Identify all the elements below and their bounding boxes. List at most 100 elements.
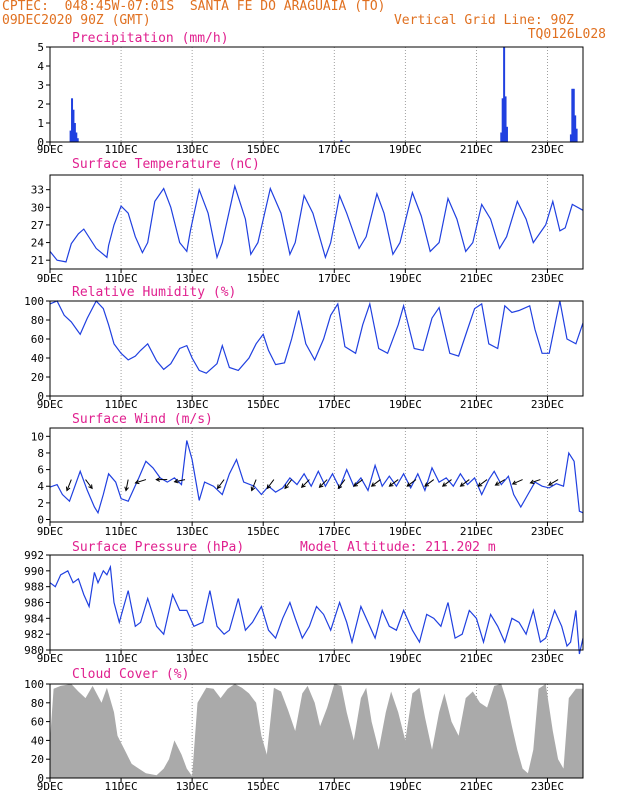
wind-x-tick-label: 21DEC: [460, 525, 493, 538]
wind-vector-head: [459, 482, 465, 487]
pres-x-tick-label: 13DEC: [176, 652, 209, 665]
precip-x-tick-label: 11DEC: [105, 143, 138, 156]
wind-vector: [460, 479, 470, 487]
temp-x-tick-label: 13DEC: [176, 272, 209, 285]
wind-vector-head: [134, 479, 140, 485]
wind-vector: [135, 479, 147, 484]
precip-bar: [69, 130, 72, 142]
wind-vector-head: [266, 484, 272, 490]
wind-vector: [337, 479, 346, 489]
cloud-x-tick-label: 15DEC: [247, 780, 280, 793]
pres-y-tick-label: 990: [24, 565, 44, 578]
temp-line: [49, 183, 584, 263]
rh-y-tick-label: 100: [24, 295, 44, 308]
wind-vector-head: [441, 482, 447, 487]
wind-vector: [85, 479, 93, 489]
precip-panel: [46, 46, 584, 146]
pres-y-tick-label: 984: [24, 612, 44, 625]
rh-x-tick-label: 23DEC: [531, 398, 564, 411]
rh-y-tick-label: 0: [37, 390, 44, 403]
cloud-y-tick-label: 20: [31, 753, 44, 766]
wind-x-tick-label: 23DEC: [531, 525, 564, 538]
pres-y-tick-label: 986: [24, 597, 44, 610]
wind-x-tick-label: 15DEC: [247, 525, 280, 538]
pres-frame: [49, 554, 584, 651]
precip-bar: [572, 88, 575, 142]
wind-vector: [319, 479, 328, 488]
pres-y-tick-label: 988: [24, 581, 44, 594]
pres-panel: [46, 554, 584, 655]
wind-x-tick-label: 17DEC: [318, 525, 351, 538]
temp-x-tick-label: 11DEC: [105, 272, 138, 285]
pres-y-tick-label: 980: [24, 644, 44, 657]
wind-vector: [174, 479, 186, 483]
header-date: 09DEC2020 90Z (GMT): [2, 13, 151, 28]
rh-y-tick-label: 80: [31, 314, 44, 327]
precip-bar: [503, 47, 506, 142]
precip-x-tick-label: 15DEC: [247, 143, 280, 156]
cloud-x-tick-label: 13DEC: [176, 780, 209, 793]
wind-vector-head: [406, 482, 412, 487]
precip-x-tick-label: 13DEC: [176, 143, 209, 156]
cloud-y-tick-label: 60: [31, 716, 44, 729]
precip-bar: [505, 126, 508, 142]
precip-y-tick-label: 2: [37, 98, 44, 111]
rh-y-tick-label: 60: [31, 333, 44, 346]
temp-frame: [49, 174, 584, 270]
wind-vector: [512, 479, 523, 485]
pres-x-tick-label: 11DEC: [105, 652, 138, 665]
wind-vector: [353, 479, 363, 487]
wind-vector: [495, 479, 506, 486]
wind-x-tick-label: 11DEC: [105, 525, 138, 538]
wind-x-tick-label: 13DEC: [176, 525, 209, 538]
precip-bar: [72, 109, 75, 142]
wind-vector-head: [477, 482, 483, 487]
wind-vector: [251, 479, 257, 491]
cloud-x-tick-label: 9DEC: [37, 780, 64, 793]
wind-vector: [389, 479, 399, 487]
temp-x-tick-label: 17DEC: [318, 272, 351, 285]
rh-x-tick-label: 21DEC: [460, 398, 493, 411]
precip-bar: [575, 128, 578, 142]
wind-vector: [424, 479, 435, 487]
pres-subtitle: Model Altitude: 211.202 m: [300, 540, 496, 555]
pres-x-tick-label: 17DEC: [318, 652, 351, 665]
cloud-title: Cloud Cover (%): [72, 667, 189, 682]
wind-vector-head: [88, 484, 93, 490]
temp-x-tick-label: 19DEC: [389, 272, 422, 285]
wind-vector: [548, 479, 559, 486]
wind-vector-head: [370, 482, 376, 487]
precip-bar: [71, 98, 74, 142]
wind-vector-head: [337, 484, 343, 490]
wind-vector-head: [155, 477, 161, 482]
wind-vector-head: [284, 484, 289, 490]
wind-vector: [217, 479, 225, 489]
wind-panel: [46, 427, 584, 526]
cloud-x-tick-label: 17DEC: [318, 780, 351, 793]
pres-y-tick-label: 992: [24, 549, 44, 562]
temp-x-tick-label: 21DEC: [460, 272, 493, 285]
wind-vector-head: [124, 486, 129, 492]
wind-vector: [477, 479, 488, 487]
rh-x-tick-label: 19DEC: [389, 398, 422, 411]
pres-line: [49, 564, 584, 655]
precip-bar: [75, 132, 78, 142]
wind-frame: [49, 427, 584, 523]
wind-y-tick-label: 8: [37, 447, 44, 460]
temp-y-tick-label: 33: [31, 184, 44, 197]
wind-vector-head: [494, 481, 500, 486]
wind-vector-head: [424, 482, 429, 487]
precip-bar: [569, 134, 572, 142]
wind-vector-head: [300, 483, 306, 489]
wind-y-tick-label: 4: [37, 480, 44, 493]
precip-x-tick-label: 17DEC: [318, 143, 351, 156]
wind-x-tick-label: 9DEC: [37, 525, 64, 538]
wind-line: [49, 440, 584, 515]
cloud-panel: [46, 683, 584, 782]
precip-y-tick-label: 3: [37, 79, 44, 92]
wind-vector: [530, 479, 541, 484]
pres-y-tick-label: 982: [24, 628, 44, 641]
wind-vector-head: [353, 482, 358, 487]
wind-vector-head: [250, 486, 256, 492]
